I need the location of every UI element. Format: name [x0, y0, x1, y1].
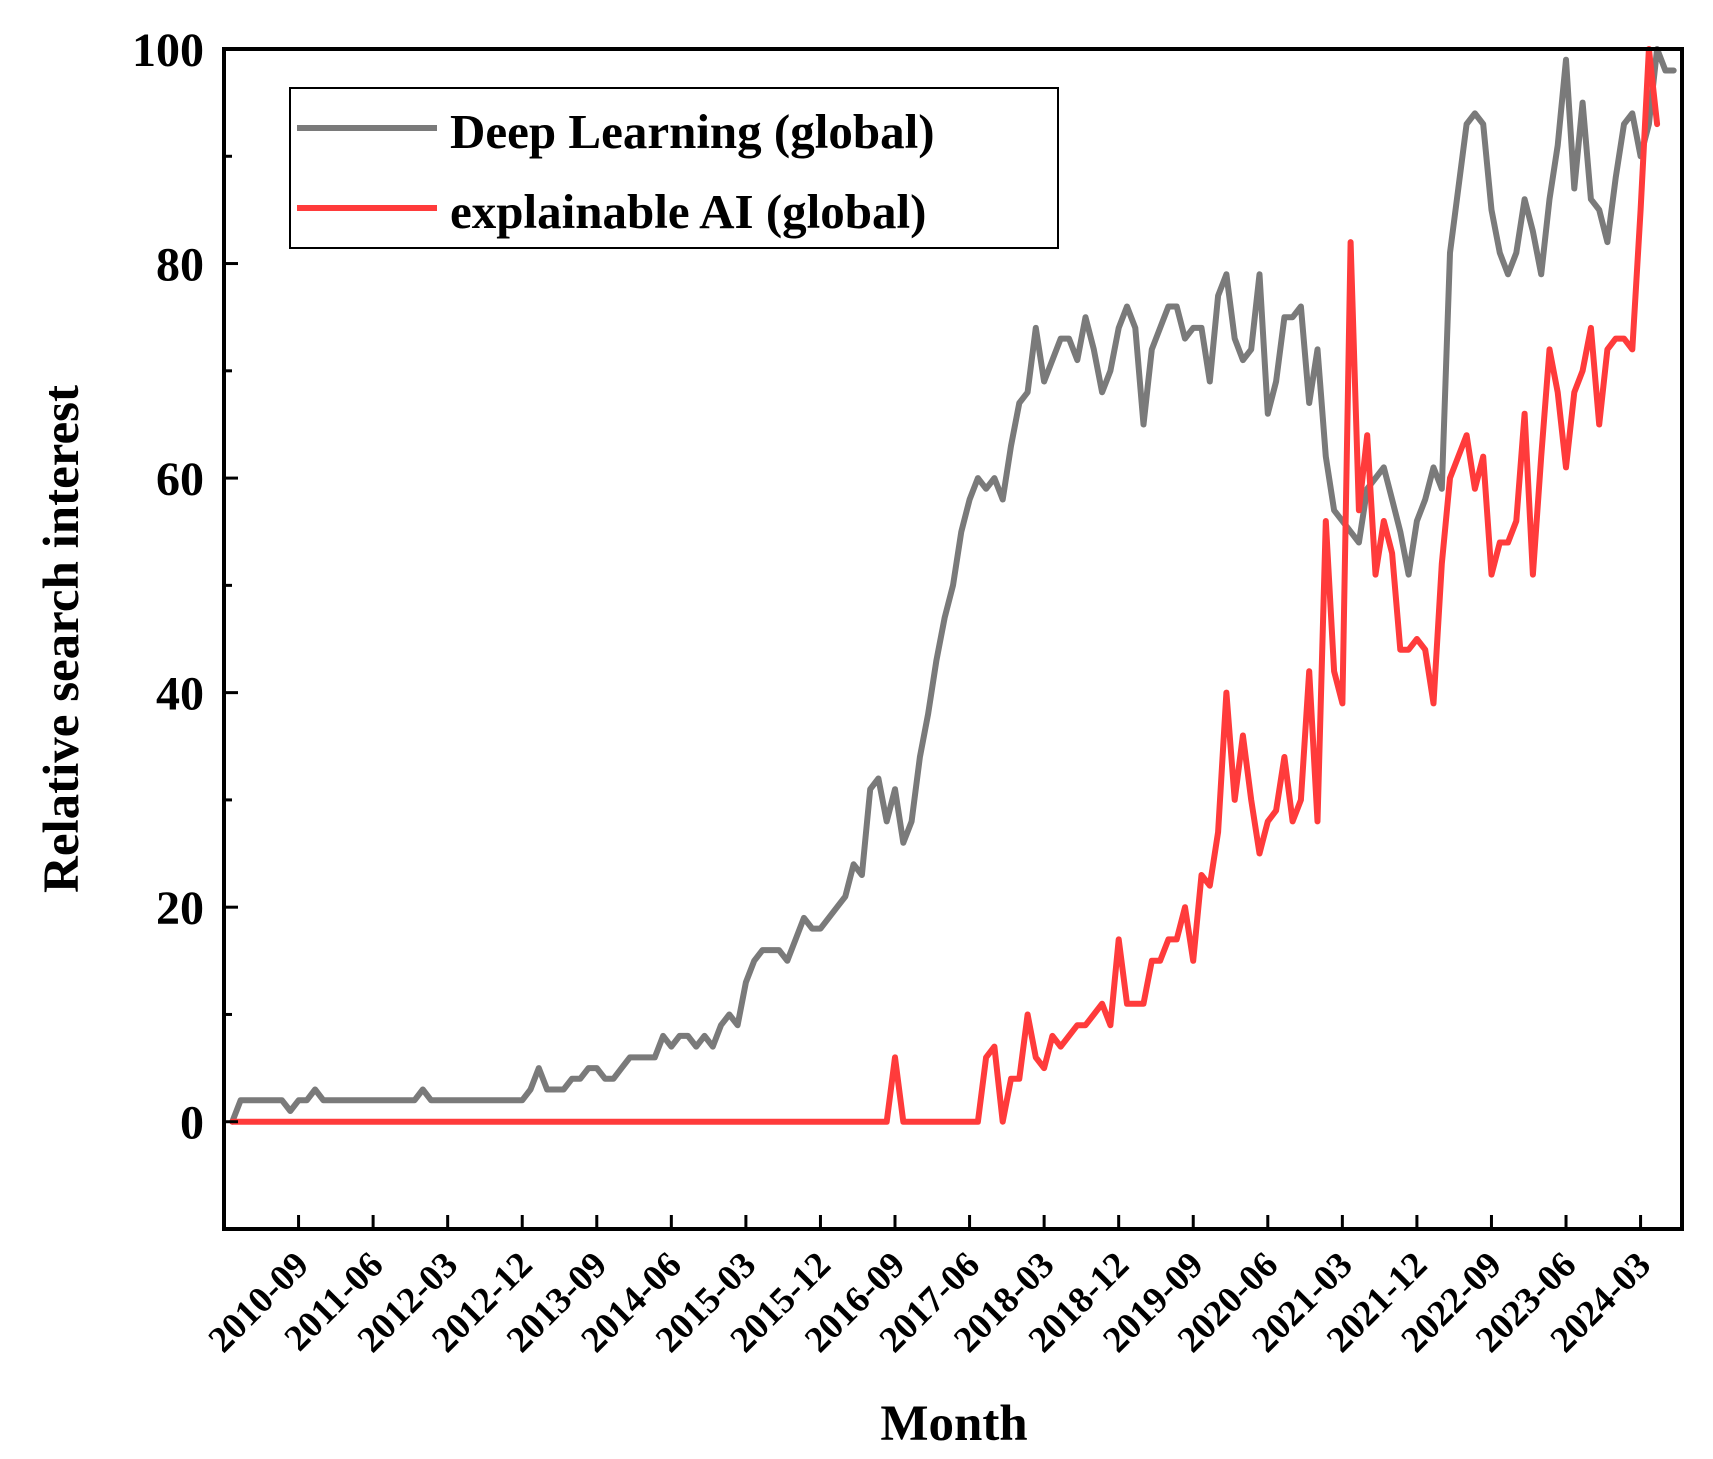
series-line-0 — [229, 46, 1677, 1125]
legend: Deep Learning (global) explainable AI (g… — [289, 87, 1059, 249]
series-layer — [229, 46, 1677, 1125]
y-tick-label: 60 — [156, 453, 204, 506]
legend-label-deep-learning: Deep Learning (global) — [450, 104, 935, 159]
y-tick-label: 0 — [180, 1097, 204, 1150]
plot-frame — [222, 47, 1684, 1231]
y-tick-label: 100 — [132, 24, 204, 77]
legend-box — [289, 87, 1059, 249]
y-axis-title: Relative search interest — [34, 385, 90, 893]
y-tick-label: 20 — [156, 882, 204, 935]
y-tick-label: 40 — [156, 668, 204, 721]
x-axis-title: Month — [880, 1396, 1027, 1452]
legend-label-explainable-ai: explainable AI (global) — [450, 184, 926, 239]
series-line-1 — [229, 46, 1661, 1125]
y-tick-label: 80 — [156, 239, 204, 292]
